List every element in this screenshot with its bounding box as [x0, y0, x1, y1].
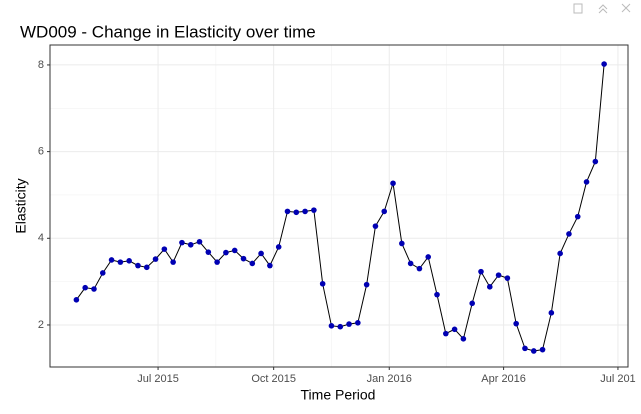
chart-title: WD009 - Change in Elasticity over time [20, 22, 316, 41]
data-point [399, 240, 405, 247]
data-point [460, 336, 467, 342]
data-point [170, 259, 176, 265]
data-point [346, 321, 352, 327]
data-point [293, 209, 300, 216]
data-point [390, 180, 396, 187]
y-tick-label: 2 [38, 319, 44, 331]
data-point [223, 249, 229, 256]
data-point [416, 265, 423, 272]
data-point [258, 250, 264, 257]
x-tick-label: Apr 2016 [481, 373, 526, 385]
x-tick-label: Jul 2015 [137, 373, 179, 385]
data-point [557, 250, 563, 257]
toolbar-icons [573, 3, 631, 14]
data-point [311, 207, 317, 213]
data-point [434, 291, 440, 298]
x-tick-label: Oct 2015 [251, 373, 296, 385]
data-point [91, 286, 97, 292]
data-point [522, 345, 528, 352]
data-point [214, 259, 220, 265]
data-point [601, 61, 607, 67]
data-point [478, 268, 484, 275]
data-point [451, 326, 458, 333]
y-axis-title: Elasticity [13, 178, 29, 233]
data-point [566, 231, 572, 237]
x-tick-label: Jul 201 [600, 373, 635, 385]
data-point [381, 208, 388, 215]
data-point [486, 284, 493, 290]
data-point [530, 348, 537, 354]
data-point [513, 320, 519, 327]
y-tick-label: 4 [38, 232, 44, 244]
data-point [143, 264, 150, 271]
data-point [108, 257, 115, 263]
data-point [363, 281, 370, 288]
data-point [187, 241, 194, 248]
data-point [443, 330, 449, 337]
data-point [126, 258, 132, 264]
data-point [407, 260, 414, 267]
data-point [179, 239, 185, 246]
y-tick-label: 8 [38, 59, 44, 71]
data-point [302, 208, 308, 215]
data-point [539, 346, 546, 353]
series-line [75, 64, 605, 352]
data-point [152, 256, 159, 262]
data-point [275, 244, 282, 250]
data-point [82, 284, 88, 291]
y-tick-label: 6 [38, 146, 44, 158]
x-axis-title: Time Period [301, 387, 376, 403]
close-icon[interactable] [621, 3, 631, 13]
data-point [328, 323, 335, 329]
plot-border [49, 44, 629, 368]
data-point [99, 270, 106, 276]
export-icon[interactable] [573, 3, 583, 14]
x-tick-label: Jan 2016 [367, 373, 412, 385]
data-point [284, 208, 291, 215]
data-point [319, 280, 326, 287]
data-point [231, 247, 238, 254]
collapse-icon[interactable] [598, 4, 608, 14]
data-point [469, 300, 475, 307]
data-point [372, 223, 379, 229]
data-point [574, 213, 581, 220]
data-point [135, 262, 141, 269]
data-point [548, 310, 555, 316]
data-point [205, 249, 212, 255]
data-point [196, 238, 203, 245]
data-point [267, 262, 273, 269]
data-point [592, 158, 599, 165]
data-point [249, 260, 256, 267]
data-point [495, 272, 502, 278]
data-point [425, 254, 432, 260]
data-point [355, 319, 361, 326]
data-point [504, 275, 511, 281]
data-point [337, 323, 344, 330]
data-point [240, 255, 247, 262]
data-point [117, 259, 124, 265]
data-point [583, 179, 590, 185]
data-point [73, 297, 80, 303]
data-point [161, 246, 168, 252]
